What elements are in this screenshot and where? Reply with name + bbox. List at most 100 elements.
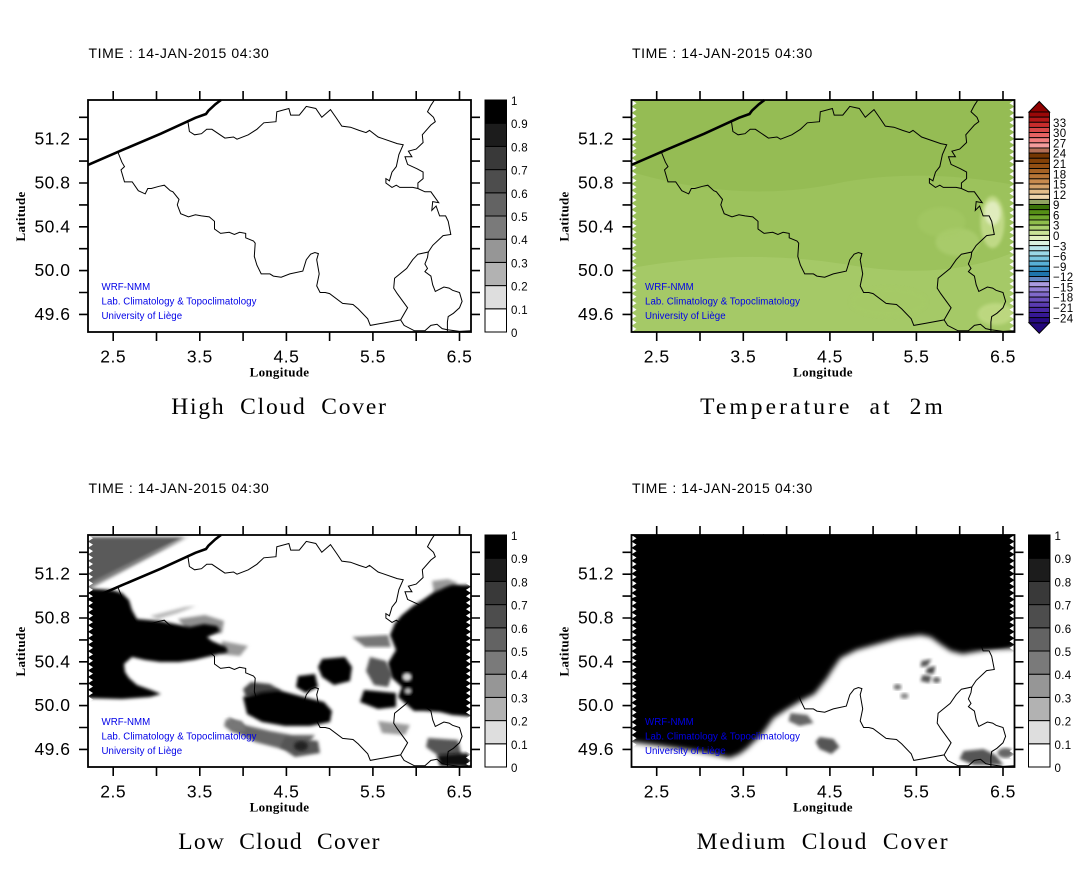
svg-text:24: 24 [1053, 149, 1067, 161]
svg-text:0.9: 0.9 [511, 554, 528, 566]
svg-text:University of Liège: University of Liège [102, 746, 183, 757]
svg-text:3: 3 [1053, 221, 1060, 233]
svg-text:5.5: 5.5 [360, 782, 386, 802]
svg-text:TIME : 14-JAN-2015 04:30: TIME : 14-JAN-2015 04:30 [89, 45, 270, 61]
svg-text:Longitude: Longitude [250, 365, 310, 380]
svg-text:4.5: 4.5 [817, 347, 843, 367]
svg-text:0.5: 0.5 [511, 212, 528, 224]
svg-text:0: 0 [511, 328, 518, 340]
svg-text:Latitude: Latitude [557, 626, 572, 676]
svg-text:0.8: 0.8 [511, 577, 528, 589]
svg-text:0.1: 0.1 [511, 305, 528, 317]
svg-text:6.5: 6.5 [447, 782, 473, 802]
svg-text:Lab. Climatology & Topoclimato: Lab. Climatology & Topoclimatology [102, 732, 257, 743]
svg-text:4.5: 4.5 [273, 782, 299, 802]
svg-text:15: 15 [1053, 180, 1066, 192]
svg-text:0.6: 0.6 [1055, 624, 1072, 636]
svg-text:51.2: 51.2 [578, 564, 614, 584]
svg-text:0.9: 0.9 [511, 119, 528, 131]
svg-text:Lab. Climatology & Topoclimato: Lab. Climatology & Topoclimatology [645, 732, 800, 743]
svg-text:TIME : 14-JAN-2015 04:30: TIME : 14-JAN-2015 04:30 [632, 45, 813, 61]
svg-text:49.6: 49.6 [34, 739, 70, 759]
svg-text:5.5: 5.5 [903, 782, 929, 802]
svg-text:6.5: 6.5 [447, 347, 473, 367]
svg-text:6.5: 6.5 [990, 347, 1016, 367]
svg-text:18: 18 [1053, 169, 1066, 181]
svg-text:Latitude: Latitude [13, 191, 28, 241]
svg-text:0.7: 0.7 [1055, 601, 1072, 613]
svg-text:1: 1 [511, 96, 518, 108]
svg-text:51.2: 51.2 [578, 129, 614, 149]
svg-text:Low Cloud Cover: Low Cloud Cover [178, 829, 380, 855]
svg-text:0.5: 0.5 [511, 647, 528, 659]
svg-text:−21: −21 [1053, 303, 1073, 315]
svg-text:Longitude: Longitude [250, 800, 310, 815]
svg-text:50.8: 50.8 [578, 608, 614, 628]
svg-text:−24: −24 [1053, 313, 1074, 325]
svg-text:49.6: 49.6 [578, 304, 614, 324]
svg-text:0.3: 0.3 [511, 693, 528, 705]
svg-text:0.7: 0.7 [511, 166, 528, 178]
svg-text:0.2: 0.2 [511, 717, 528, 729]
svg-text:0.2: 0.2 [511, 282, 528, 294]
svg-text:High Cloud Cover: High Cloud Cover [171, 394, 387, 420]
svg-text:3.5: 3.5 [730, 347, 756, 367]
svg-text:Latitude: Latitude [13, 626, 28, 676]
svg-text:0: 0 [1053, 231, 1060, 243]
svg-text:50.4: 50.4 [578, 651, 614, 671]
svg-text:−3: −3 [1053, 241, 1067, 253]
svg-text:0.3: 0.3 [511, 258, 528, 270]
svg-text:WRF-NMM: WRF-NMM [645, 282, 694, 293]
svg-text:−9: −9 [1053, 262, 1067, 274]
svg-text:50.4: 50.4 [34, 651, 70, 671]
svg-text:−12: −12 [1053, 272, 1073, 284]
svg-text:0.8: 0.8 [511, 142, 528, 154]
svg-text:9: 9 [1053, 200, 1060, 212]
svg-text:27: 27 [1053, 138, 1066, 150]
svg-text:33: 33 [1053, 118, 1066, 130]
svg-text:4.5: 4.5 [817, 782, 843, 802]
svg-text:50.4: 50.4 [578, 216, 614, 236]
svg-text:2.5: 2.5 [100, 347, 126, 367]
svg-text:0.6: 0.6 [511, 624, 528, 636]
svg-text:3.5: 3.5 [187, 347, 213, 367]
svg-text:0.6: 0.6 [511, 189, 528, 201]
svg-text:Medium Cloud Cover: Medium Cloud Cover [697, 829, 950, 855]
svg-text:WRF-NMM: WRF-NMM [102, 717, 151, 728]
svg-text:Latitude: Latitude [557, 191, 572, 241]
svg-text:University of Liège: University of Liège [102, 311, 183, 322]
svg-text:2.5: 2.5 [100, 782, 126, 802]
svg-text:30: 30 [1053, 128, 1066, 140]
svg-text:−18: −18 [1053, 293, 1073, 305]
svg-text:2.5: 2.5 [644, 782, 670, 802]
svg-text:University of Liège: University of Liège [645, 311, 726, 322]
svg-text:−15: −15 [1053, 282, 1073, 294]
svg-text:5.5: 5.5 [903, 347, 929, 367]
svg-text:0.4: 0.4 [1055, 670, 1072, 682]
svg-text:6.5: 6.5 [990, 782, 1016, 802]
svg-text:50.8: 50.8 [578, 173, 614, 193]
svg-text:WRF-NMM: WRF-NMM [102, 282, 151, 293]
svg-text:Longitude: Longitude [793, 365, 853, 380]
svg-text:TIME : 14-JAN-2015 04:30: TIME : 14-JAN-2015 04:30 [632, 480, 813, 496]
svg-text:0.8: 0.8 [1055, 577, 1072, 589]
svg-text:University of Liège: University of Liège [645, 746, 726, 757]
svg-text:50.4: 50.4 [34, 216, 70, 236]
svg-text:2.5: 2.5 [644, 347, 670, 367]
svg-text:5.5: 5.5 [360, 347, 386, 367]
svg-text:0: 0 [1055, 763, 1062, 775]
svg-text:21: 21 [1053, 159, 1066, 171]
svg-text:4.5: 4.5 [273, 347, 299, 367]
svg-text:WRF-NMM: WRF-NMM [645, 717, 694, 728]
svg-text:50.0: 50.0 [34, 695, 70, 715]
svg-text:TIME : 14-JAN-2015 04:30: TIME : 14-JAN-2015 04:30 [89, 480, 270, 496]
svg-text:50.0: 50.0 [578, 695, 614, 715]
svg-text:49.6: 49.6 [578, 739, 614, 759]
svg-text:6: 6 [1053, 210, 1060, 222]
svg-text:3.5: 3.5 [187, 782, 213, 802]
svg-text:12: 12 [1053, 190, 1066, 202]
svg-text:0: 0 [511, 763, 518, 775]
svg-text:0.4: 0.4 [511, 670, 528, 682]
svg-text:50.8: 50.8 [34, 608, 70, 628]
svg-text:0.9: 0.9 [1055, 554, 1072, 566]
